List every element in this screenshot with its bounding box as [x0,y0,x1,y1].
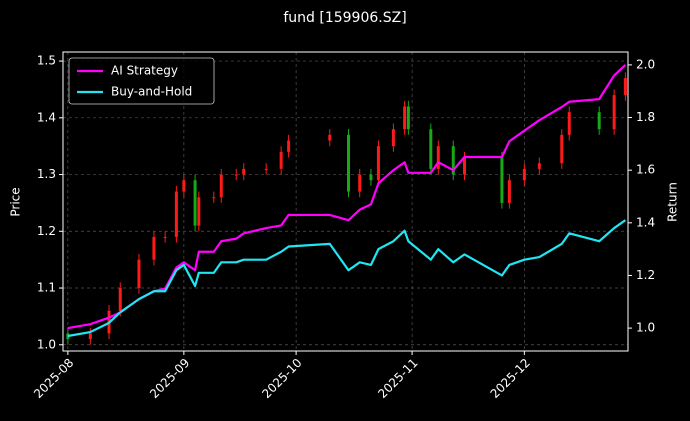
candle-body [163,236,167,238]
candle-body [462,157,466,175]
candle-body [597,112,601,130]
candle-body [436,146,440,169]
y-tick-label: 1.2 [37,224,56,238]
candle-body [507,180,511,203]
y2-tick-label: 1.6 [636,163,655,177]
candle-body [623,78,627,96]
candle-body [66,333,70,340]
y2-tick-label: 1.0 [636,321,655,335]
y-tick-label: 1.4 [37,110,56,124]
candle-body [391,129,395,147]
y-axis-label: Price [9,187,23,216]
candle-body [118,288,122,311]
candle-body [279,151,283,169]
candle-body [182,180,186,192]
candle-body [429,129,433,169]
series-line [67,64,627,330]
candle-body [451,146,455,175]
y2-tick-label: 1.4 [636,215,655,229]
plot-frame [62,51,629,352]
candle-body [358,174,362,192]
series-line [67,219,627,338]
candle-body [403,106,407,130]
chart-title: fund [159906.SZ] [283,10,406,26]
candle-body [567,112,571,135]
y2-tick-label: 1.2 [636,268,655,282]
y-tick-label: 1.1 [37,281,56,295]
candle-body [522,168,526,181]
candle-body [369,174,373,181]
candle-body [560,134,564,164]
candle-body [174,191,178,237]
candle-body [88,333,92,340]
candle-body [193,180,197,226]
candle-body [537,163,541,169]
y-tick-label: 1.0 [37,337,56,351]
candle-body [376,146,380,181]
y-tick-label: 1.5 [37,54,56,68]
candle-body [212,197,216,199]
y-tick-label: 1.3 [37,167,56,181]
candle-body [287,140,291,152]
candle-body [346,134,350,192]
legend-box [68,57,215,105]
candle-body [406,106,410,130]
y2-tick-label: 2.0 [636,57,655,71]
legend-label: Buy-and-Hold [111,85,192,99]
candle-body [197,197,201,226]
y2-tick-label: 1.8 [636,110,655,124]
y2-axis-label: Return [666,182,680,222]
candle-body [219,174,223,198]
candle-body [328,134,332,141]
candle-body [500,157,504,203]
candle-body [242,168,246,175]
candle-body [137,259,141,289]
candle-body [264,168,268,170]
legend-label: AI Strategy [111,64,178,78]
candle-body [234,174,238,176]
candle-body [612,95,616,130]
candle-body [152,236,156,260]
